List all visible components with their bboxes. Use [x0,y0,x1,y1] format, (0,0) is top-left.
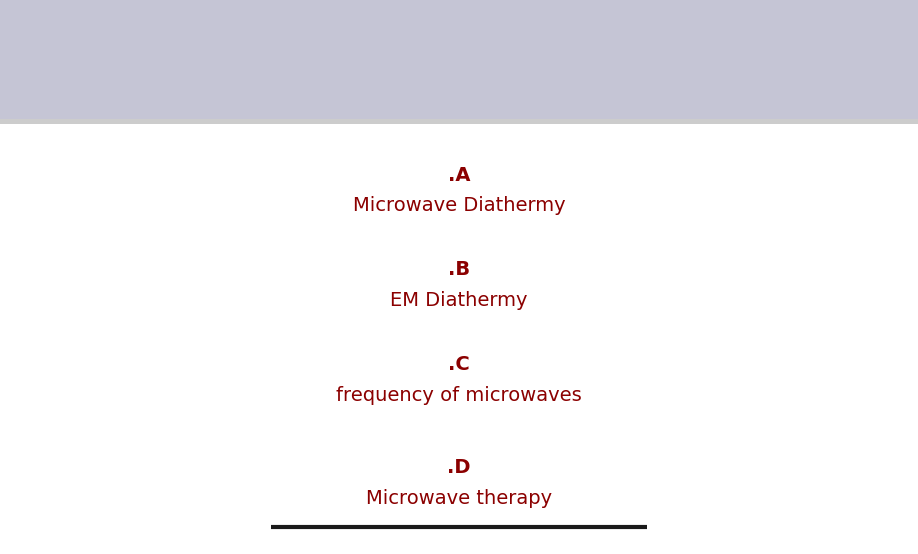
Text: .D: .D [447,458,471,478]
Text: Microwave Diathermy: Microwave Diathermy [353,196,565,215]
Text: Has limitations when it used on muscle tissue surrounded by fatty layer: Has limitations when it used on muscle t… [86,36,832,54]
Text: EM Diathermy: EM Diathermy [390,291,528,310]
Text: frequency of microwaves: frequency of microwaves [336,386,582,404]
Text: .B: .B [448,260,470,279]
Text: .C: .C [448,355,470,374]
Text: Microwave therapy: Microwave therapy [366,489,552,508]
Text: .A: .A [448,166,470,184]
